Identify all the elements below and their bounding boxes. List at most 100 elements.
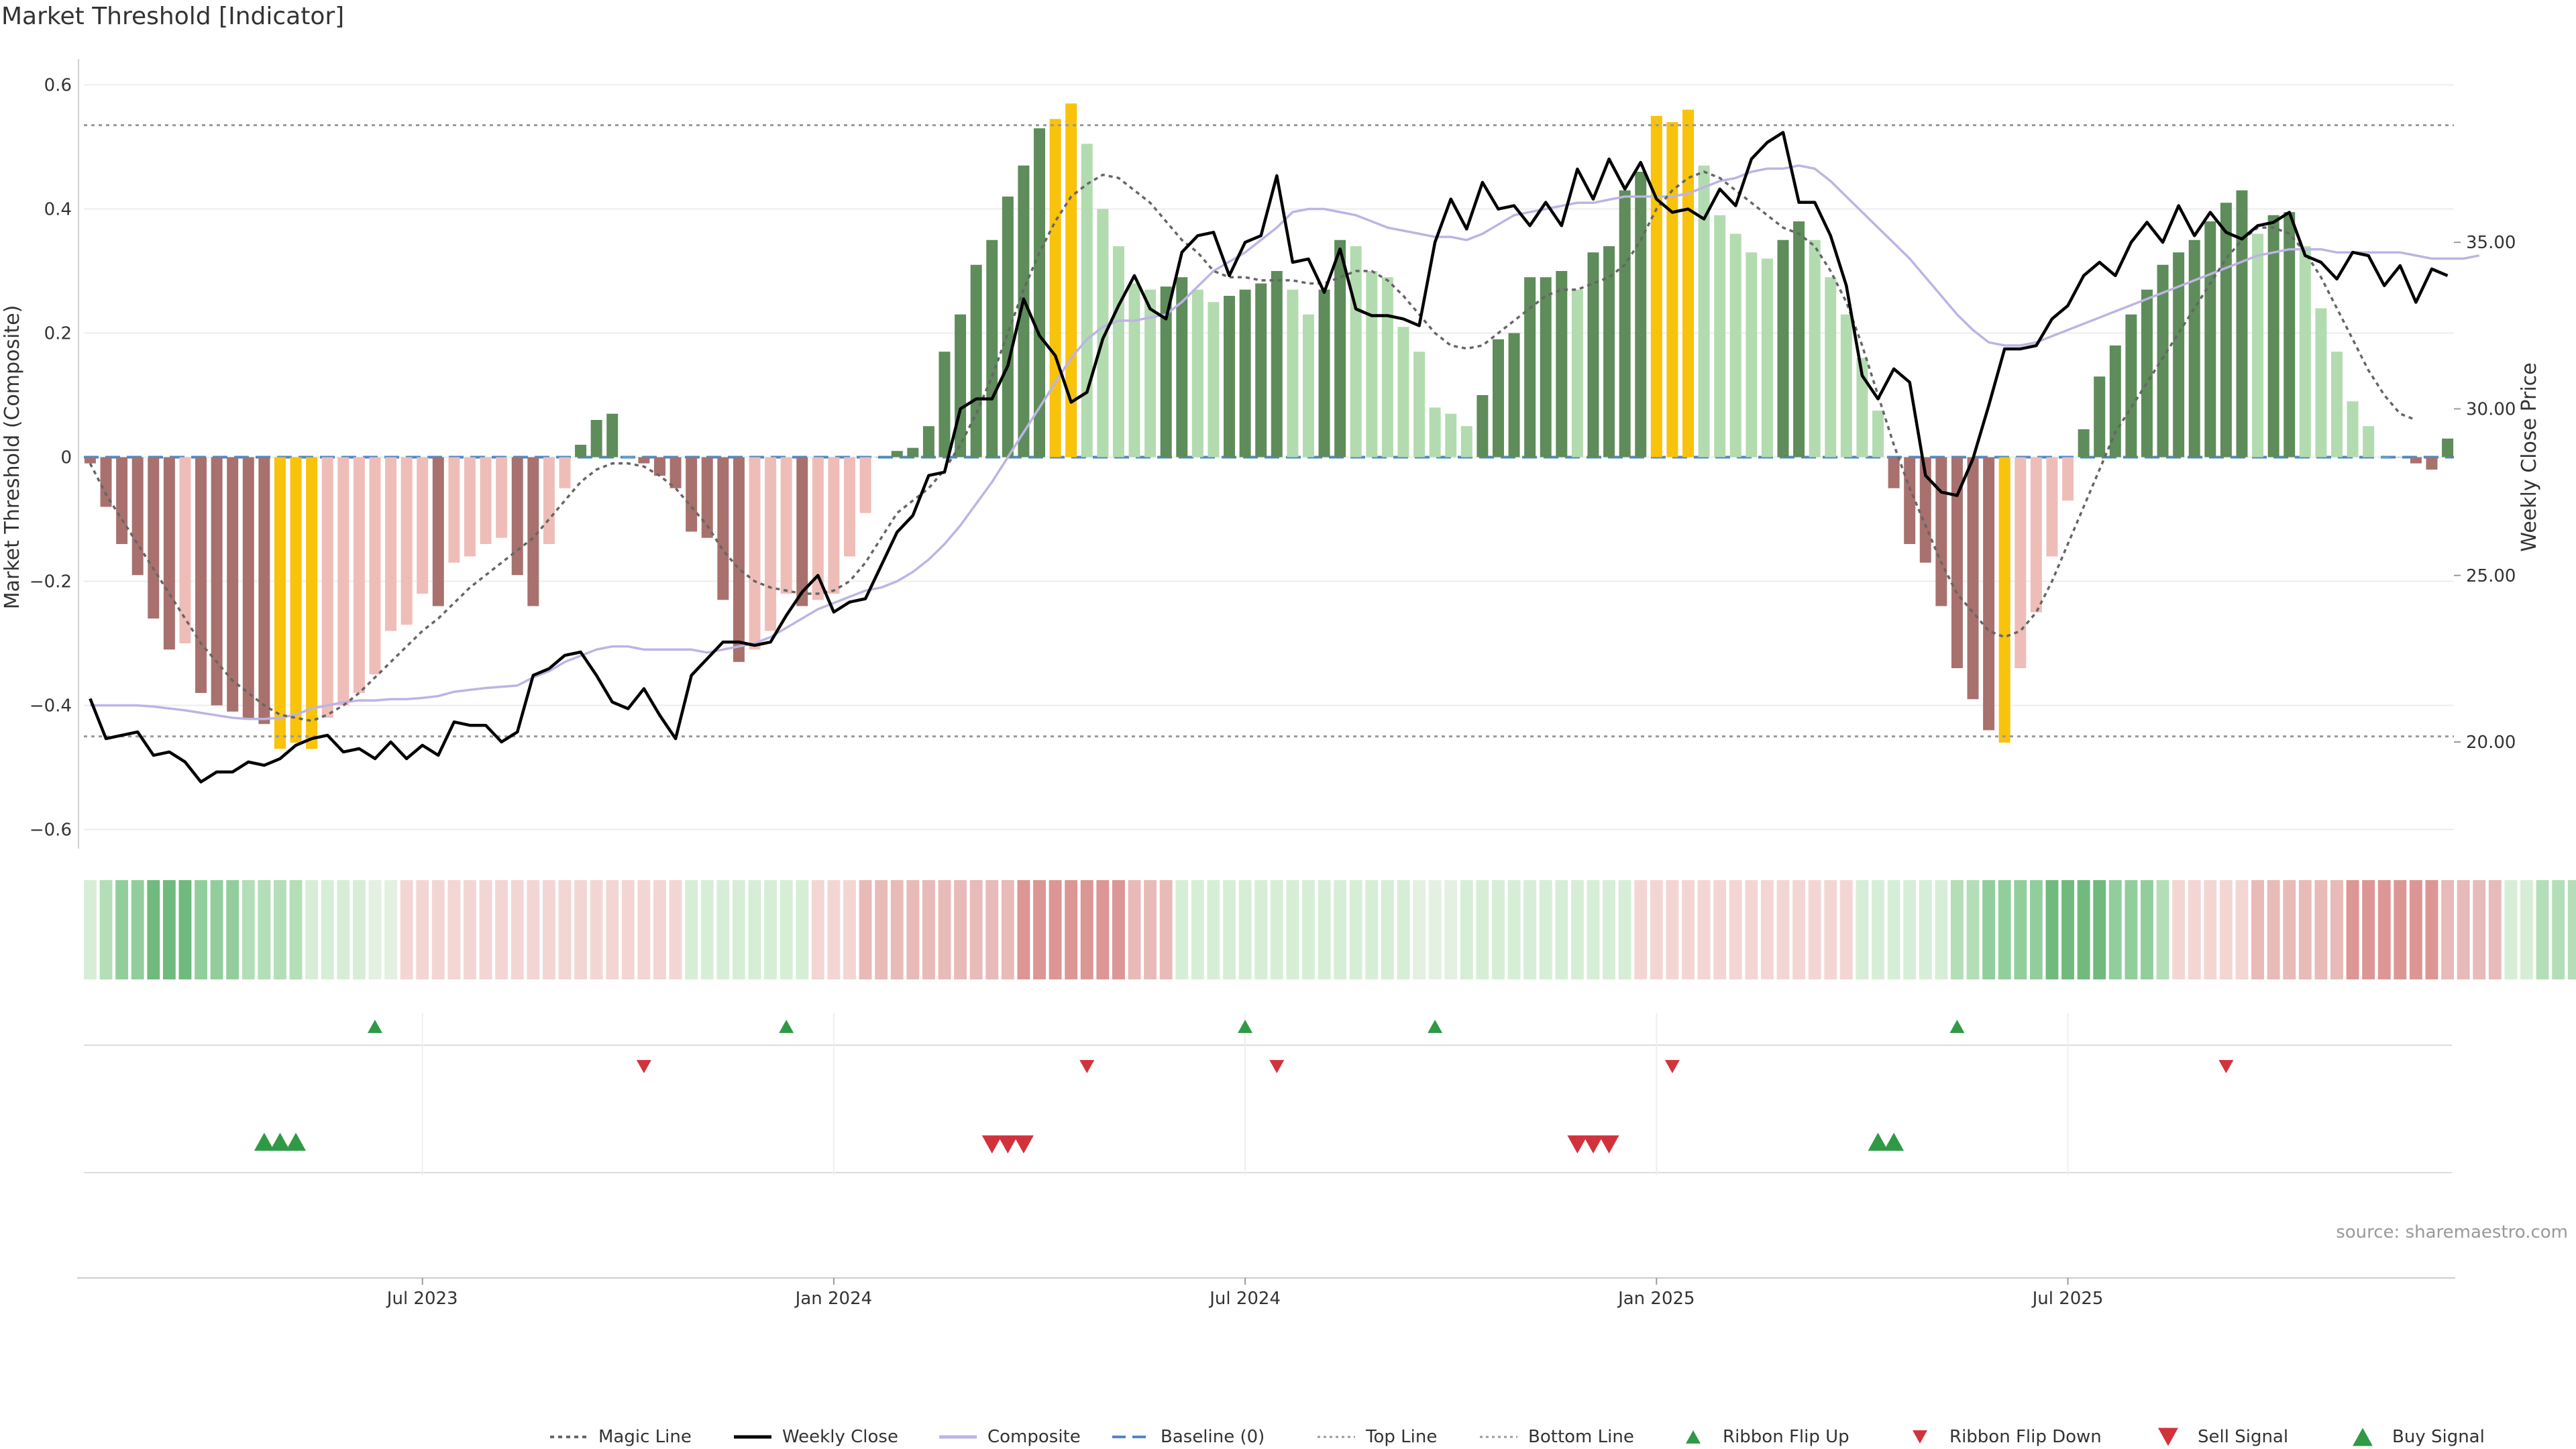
ribbon-cell (464, 880, 476, 979)
composite-bar (417, 457, 429, 594)
composite-bar (1128, 283, 1140, 458)
ribbon-cell (1476, 880, 1489, 979)
composite-bar (1919, 457, 1931, 563)
composite-bar (2015, 457, 2027, 668)
composite-bar (2442, 438, 2454, 458)
ribbon-cell (2014, 880, 2027, 979)
ribbon-flip-down-marker (636, 1060, 651, 1073)
composite-bar (1650, 115, 1662, 458)
composite-bar (163, 457, 175, 650)
composite-bar (701, 457, 713, 538)
ribbon-cell (1745, 880, 1758, 979)
ribbon-cell (922, 880, 935, 979)
ribbon-cell (1270, 880, 1283, 979)
composite-bar (955, 314, 967, 458)
regime-ribbon (84, 880, 2576, 979)
legend-item: Sell Signal (2158, 1427, 2288, 1447)
composite-bar (84, 457, 96, 464)
composite-bar (1208, 302, 1220, 458)
legend-item: Buy Signal (2353, 1427, 2485, 1447)
composite-bar (1018, 165, 1030, 458)
composite-bar (2363, 426, 2375, 458)
composite-bar (2204, 221, 2216, 458)
ribbon-cell (1207, 880, 1220, 979)
legend-item: Composite (939, 1427, 1081, 1447)
ribbon-cell (2077, 880, 2090, 979)
legend-label: Top Line (1365, 1427, 1437, 1447)
composite-bar (606, 413, 619, 458)
composite-bar (2141, 289, 2153, 458)
ribbon-cell (1191, 880, 1204, 979)
composite-bar (1191, 289, 1203, 458)
ribbon-cell (843, 880, 856, 979)
legend-item: Top Line (1318, 1427, 1437, 1447)
ribbon-cell (2567, 880, 2576, 979)
composite-bar (2030, 457, 2042, 612)
legend-item: Magic Line (550, 1427, 692, 1447)
ribbon-cell (2441, 880, 2454, 979)
ribbon-cell (1729, 880, 1742, 979)
ribbon-cell (1587, 880, 1600, 979)
ribbon-cell (1776, 880, 1790, 979)
ribbon-cell (2298, 880, 2312, 979)
ribbon-cell (685, 880, 698, 979)
composite-bar (321, 457, 333, 718)
x-tick-label: Jul 2023 (386, 1289, 458, 1309)
ribbon-cell (195, 880, 207, 979)
composite-bar (1698, 165, 1710, 458)
buy-signal-marker (1868, 1132, 1888, 1151)
x-tick-label: Jan 2024 (794, 1289, 873, 1309)
composite-bar (1746, 252, 1758, 458)
composite-bar (1287, 289, 1299, 458)
composite-bar (242, 457, 254, 718)
left-tick-label: 0.6 (44, 76, 72, 96)
ribbon-cell (2409, 880, 2422, 979)
ribbon-cell (1302, 880, 1315, 979)
composite-bar (1508, 333, 1520, 458)
ribbon-cell (2488, 880, 2502, 979)
ribbon-flip-down-marker (2218, 1060, 2234, 1073)
ribbon-cell (431, 880, 445, 979)
ribbon-cell (1523, 880, 1537, 979)
composite-bar (733, 457, 745, 662)
ribbon-cell (890, 880, 904, 979)
ribbon-cell (2125, 880, 2138, 979)
composite-bar (195, 457, 207, 693)
ribbon-cell (2346, 880, 2359, 979)
composite-bar (353, 457, 365, 693)
ribbon-cell (241, 880, 255, 979)
ribbon-cell (2061, 880, 2074, 979)
ribbon-cell (780, 880, 793, 979)
composite-bar (859, 457, 871, 513)
legend-label: Buy Signal (2392, 1427, 2485, 1447)
ribbon-cell (1254, 880, 1268, 979)
composite-bar (2157, 264, 2169, 458)
left-tick-label: −0.2 (30, 572, 72, 592)
ribbon-cell (827, 880, 841, 979)
ribbon-cell (115, 880, 129, 979)
sell-signal-marker (998, 1135, 1018, 1154)
composite-bar (337, 457, 350, 706)
composite-bar (1144, 289, 1157, 458)
ribbon-cell (416, 880, 429, 979)
ribbon-cell (147, 880, 160, 979)
composite-bar (306, 457, 318, 749)
ribbon-flip-up-marker (1428, 1020, 1443, 1033)
composite-bar (400, 457, 413, 625)
ribbon-cell (954, 880, 967, 979)
ribbon-cell (1033, 880, 1046, 979)
composite-bar (511, 457, 523, 576)
ribbon-cell (1049, 880, 1062, 979)
legend-item: Baseline (0) (1112, 1427, 1265, 1447)
composite-bar (1556, 271, 1568, 458)
ribbon-cell (1223, 880, 1236, 979)
ribbon-cell (258, 880, 271, 979)
composite-bar (1761, 258, 1773, 458)
ribbon-cell (400, 880, 413, 979)
composite-bar (922, 426, 934, 458)
axes: 0.6 0.4 0.2 0 −0.2 −0.4 −0.6 35.00 30.00 25.00 20.… (1, 59, 2541, 849)
ribbon-cell (2314, 880, 2328, 979)
ribbon-cell (1080, 880, 1093, 979)
sell-signal-marker (1599, 1135, 1619, 1154)
ribbon-cell (2283, 880, 2296, 979)
